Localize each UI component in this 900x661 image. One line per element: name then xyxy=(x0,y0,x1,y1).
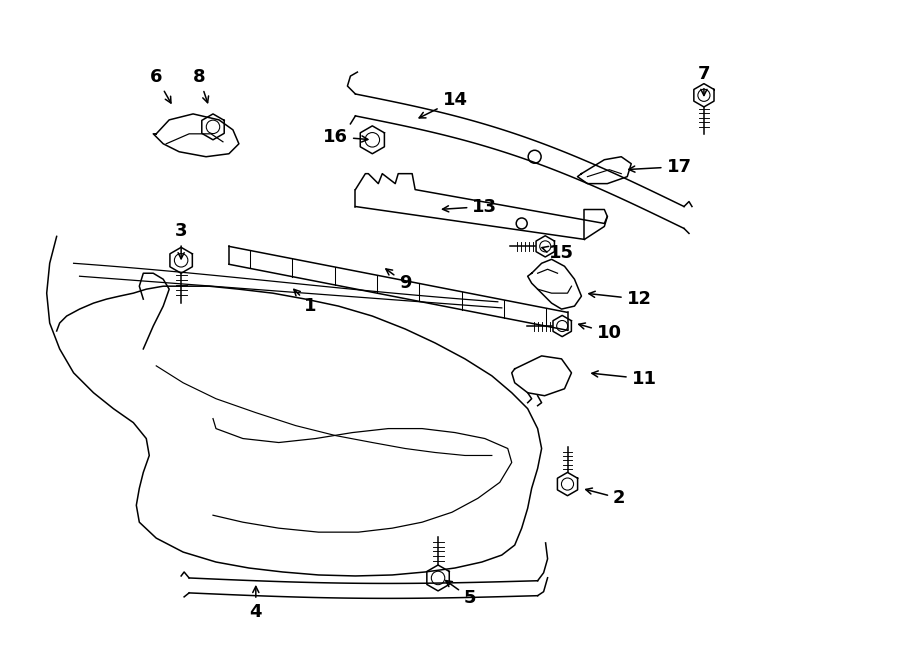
Text: 14: 14 xyxy=(419,91,467,118)
Text: 12: 12 xyxy=(589,290,652,308)
Text: 11: 11 xyxy=(592,369,657,388)
Text: 10: 10 xyxy=(579,323,622,342)
Text: 5: 5 xyxy=(446,580,476,607)
Text: 3: 3 xyxy=(175,222,187,259)
Text: 8: 8 xyxy=(193,68,209,102)
Text: 7: 7 xyxy=(698,65,710,95)
Text: 4: 4 xyxy=(249,586,262,621)
Text: 17: 17 xyxy=(629,158,691,176)
Text: 2: 2 xyxy=(586,488,625,507)
Text: 15: 15 xyxy=(542,245,574,262)
Text: 9: 9 xyxy=(386,269,411,292)
Text: 16: 16 xyxy=(323,128,368,146)
Text: 6: 6 xyxy=(150,68,171,103)
Text: 1: 1 xyxy=(293,290,317,315)
Text: 13: 13 xyxy=(443,198,498,215)
